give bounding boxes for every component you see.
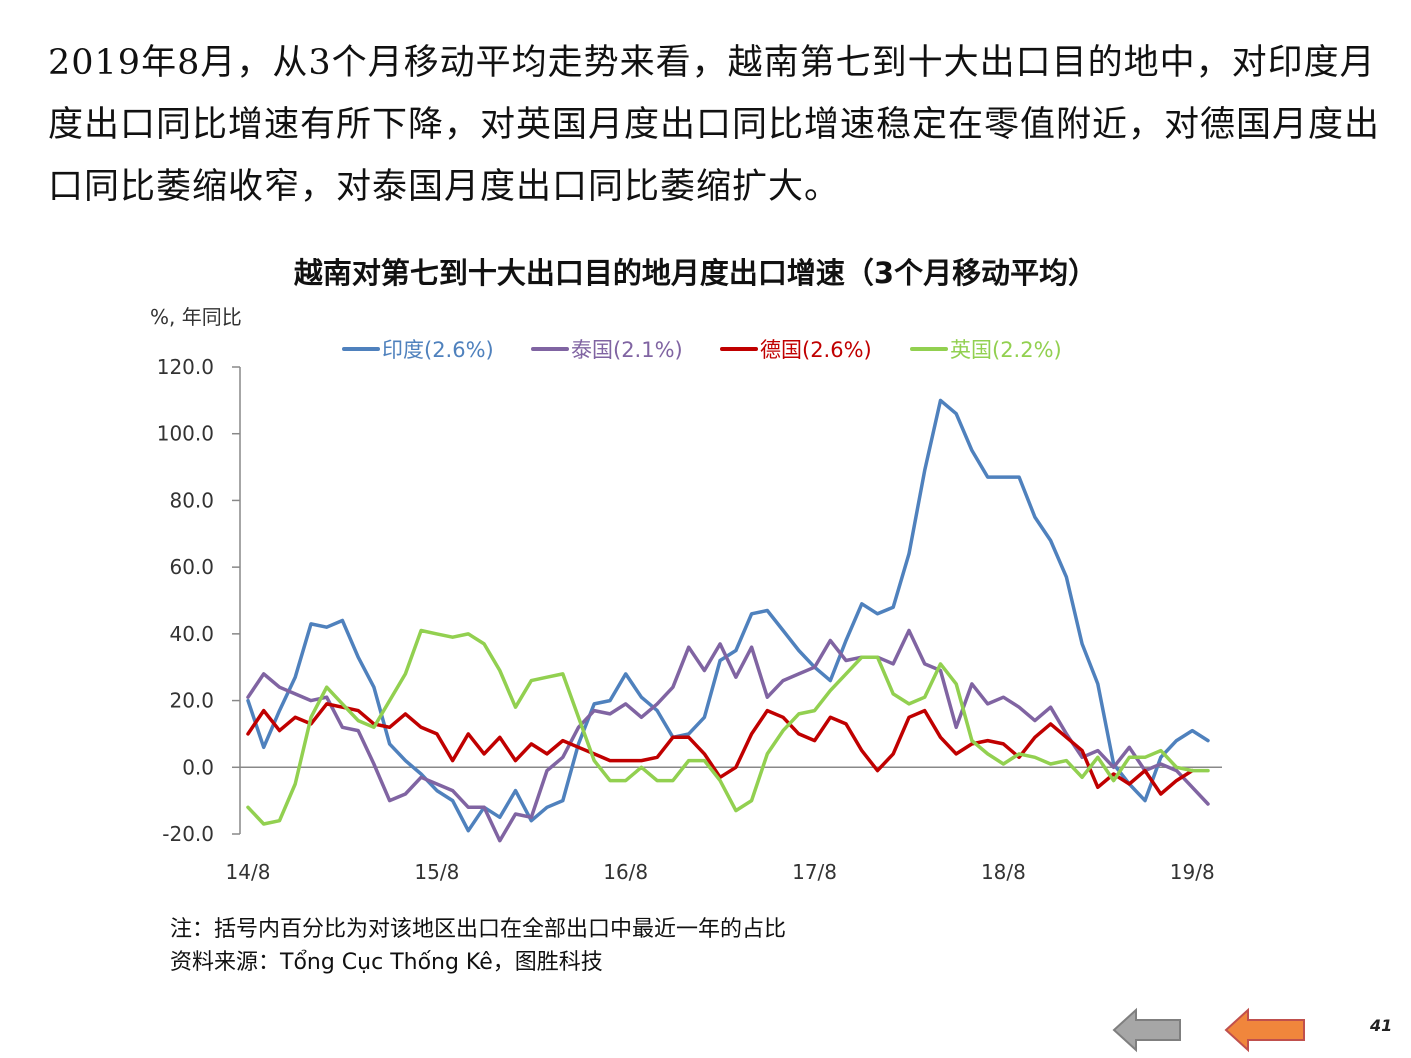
y-tick-label: 20.0 [169, 689, 214, 713]
x-tick-label: 15/8 [414, 860, 459, 884]
x-axis: 14/8 15/8 16/8 17/8 18/8 19/8 [226, 766, 1222, 884]
y-tick-label: 100.0 [157, 422, 214, 446]
chart-notes: 注：括号内百分比为对该地区出口在全部出口中最近一年的占比 资料来源：Tổng C… [170, 913, 786, 979]
page-number: 41 [1370, 1016, 1393, 1035]
y-tick-label: 40.0 [169, 622, 214, 646]
y-tick-label: 120.0 [157, 355, 214, 379]
series-lines [246, 398, 1210, 843]
previous-slide-button[interactable] [1112, 1006, 1184, 1054]
y-tick-label: -20.0 [162, 822, 214, 846]
chart-legend: 印度(2.6%) 泰国(2.1%) 德国(2.6%) 英国(2.2%) [342, 338, 1062, 362]
series-line-1 [246, 628, 1210, 843]
next-slide-button[interactable] [1224, 1006, 1308, 1054]
y-tick-label: 60.0 [169, 555, 214, 579]
y-tick-label: 80.0 [169, 488, 214, 512]
chart-title: 越南对第七到十大出口目的地月度出口增速（3个月移动平均） [293, 256, 1098, 290]
x-tick-label: 17/8 [792, 860, 837, 884]
left-arrow-gray-icon [1112, 1007, 1181, 1053]
x-tick-label: 18/8 [981, 860, 1026, 884]
legend-label-1: 泰国(2.1%) [571, 338, 683, 362]
series-line-2 [246, 702, 1195, 796]
series-line-3 [246, 628, 1210, 826]
x-tick-label: 14/8 [226, 860, 271, 884]
y-axis-label: %, 年同比 [150, 305, 242, 329]
y-axis: 120.0 100.0 80.0 60.0 40.0 20.0 0.0 -20.0 [157, 355, 241, 846]
legend-label-3: 英国(2.2%) [950, 338, 1062, 362]
x-tick-label: 19/8 [1170, 860, 1215, 884]
left-arrow-orange-icon [1224, 1007, 1305, 1053]
y-tick-label: 0.0 [182, 755, 214, 779]
footnote: 注：括号内百分比为对该地区出口在全部出口中最近一年的占比 [170, 917, 787, 942]
source-note: 资料来源：Tổng Cục Thống Kê，图胜科技 [170, 950, 603, 975]
legend-label-0: 印度(2.6%) [382, 338, 494, 362]
summary-paragraph: 2019年8月，从3个月移动平均走势来看，越南第七到十大出口目的地中，对印度月度… [48, 43, 1381, 207]
x-tick-label: 16/8 [603, 860, 648, 884]
series-line-0 [246, 398, 1210, 833]
legend-label-2: 德国(2.6%) [760, 338, 872, 362]
